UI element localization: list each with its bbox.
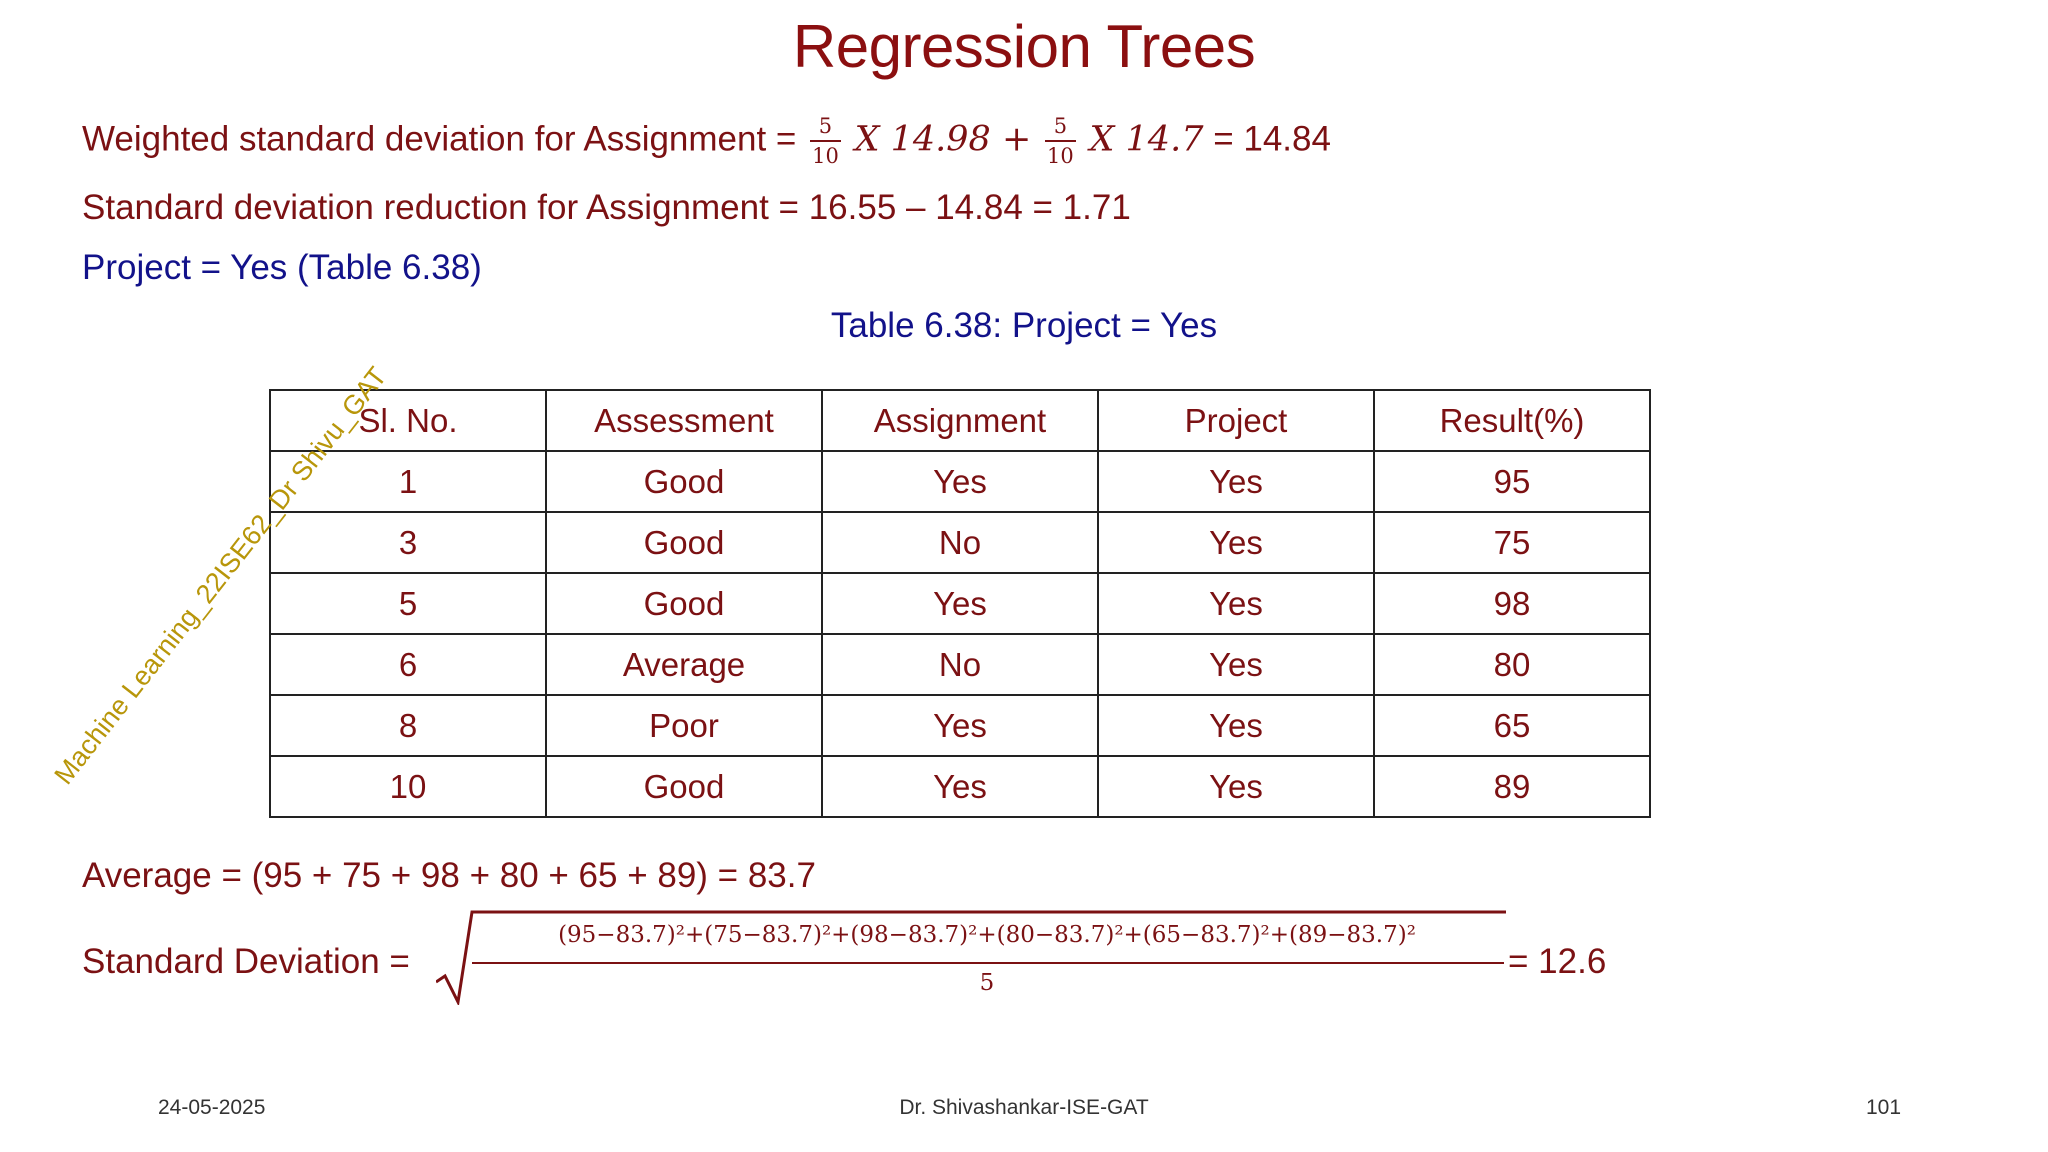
weight-fraction-2: 5 10 <box>1045 112 1076 170</box>
weighted-term-1: X 14.98 + <box>854 119 1032 160</box>
cell-project: Yes <box>1097 633 1375 696</box>
cell-sl-no: 6 <box>269 633 547 696</box>
cell-assessment: Good <box>545 511 823 574</box>
header-sl-no: Sl. No. <box>269 389 547 452</box>
table-header-row: Sl. No. Assessment Assignment Project Re… <box>269 389 1651 452</box>
sd-denominator: 5 <box>979 970 995 996</box>
sdr-line: Standard deviation reduction for Assignm… <box>82 188 1131 227</box>
weight-fraction-1-denominator: 10 <box>812 144 839 168</box>
weighted-sd-line: Weighted standard deviation for Assignme… <box>82 112 1331 170</box>
sd-result: = 12.6 <box>1508 942 1607 981</box>
cell-sl-no: 5 <box>269 572 547 635</box>
cell-result: 80 <box>1373 633 1651 696</box>
cell-assessment: Good <box>545 572 823 635</box>
cell-assignment: Yes <box>821 572 1099 635</box>
cell-assessment: Poor <box>545 694 823 757</box>
weight-fraction-1: 5 10 <box>810 112 841 170</box>
header-assessment: Assessment <box>545 389 823 452</box>
footer-page-number: 101 <box>1866 1096 1902 1119</box>
cell-project: Yes <box>1097 511 1375 574</box>
cell-result: 98 <box>1373 572 1651 635</box>
cell-assignment: No <box>821 511 1099 574</box>
cell-assignment: No <box>821 633 1099 696</box>
weighted-term-2: X 14.7 <box>1089 119 1204 160</box>
cell-result: 89 <box>1373 755 1651 818</box>
cell-assignment: Yes <box>821 450 1099 513</box>
weight-fraction-2-denominator: 10 <box>1047 144 1074 168</box>
footer-date: 24-05-2025 <box>158 1096 266 1119</box>
table-row: 3 Good No Yes 75 <box>269 511 1651 574</box>
cell-project: Yes <box>1097 572 1375 635</box>
cell-result: 65 <box>1373 694 1651 757</box>
header-assignment: Assignment <box>821 389 1099 452</box>
slide-title: Regression Trees <box>792 13 1256 80</box>
cell-result: 95 <box>1373 450 1651 513</box>
cell-project: Yes <box>1097 694 1375 757</box>
average-line: Average = (95 + 75 + 98 + 80 + 65 + 89) … <box>82 856 816 895</box>
weight-fraction-2-numerator: 5 <box>1045 112 1076 142</box>
cell-sl-no: 8 <box>269 694 547 757</box>
table-row: 5 Good Yes Yes 98 <box>269 572 1651 635</box>
table-row: 1 Good Yes Yes 95 <box>269 450 1651 513</box>
square-root-sign <box>436 910 1506 1005</box>
sd-numerator: (95−83.7)²+(75−83.7)²+(98−83.7)²+(80−83.… <box>558 922 1416 948</box>
project-line: Project = Yes (Table 6.38) <box>82 248 482 287</box>
sd-label: Standard Deviation = <box>82 942 410 981</box>
cell-assessment: Good <box>545 755 823 818</box>
footer-author: Dr. Shivashankar-ISE-GAT <box>899 1096 1149 1119</box>
table-row: 10 Good Yes Yes 89 <box>269 755 1651 818</box>
cell-sl-no: 10 <box>269 755 547 818</box>
table-row: 8 Poor Yes Yes 65 <box>269 694 1651 757</box>
header-result: Result(%) <box>1373 389 1651 452</box>
sd-fraction-bar <box>472 962 1504 964</box>
cell-assignment: Yes <box>821 694 1099 757</box>
cell-sl-no: 3 <box>269 511 547 574</box>
cell-result: 75 <box>1373 511 1651 574</box>
cell-project: Yes <box>1097 755 1375 818</box>
cell-assessment: Average <box>545 633 823 696</box>
cell-project: Yes <box>1097 450 1375 513</box>
weighted-sd-label: Weighted standard deviation for Assignme… <box>82 119 797 159</box>
cell-sl-no: 1 <box>269 450 547 513</box>
header-project: Project <box>1097 389 1375 452</box>
cell-assignment: Yes <box>821 755 1099 818</box>
weighted-result: = 14.84 <box>1213 119 1331 159</box>
cell-assessment: Good <box>545 450 823 513</box>
weight-fraction-1-numerator: 5 <box>810 112 841 142</box>
table-caption: Table 6.38: Project = Yes <box>830 306 1218 345</box>
table-row: 6 Average No Yes 80 <box>269 633 1651 696</box>
project-yes-table: Sl. No. Assessment Assignment Project Re… <box>269 389 1651 818</box>
